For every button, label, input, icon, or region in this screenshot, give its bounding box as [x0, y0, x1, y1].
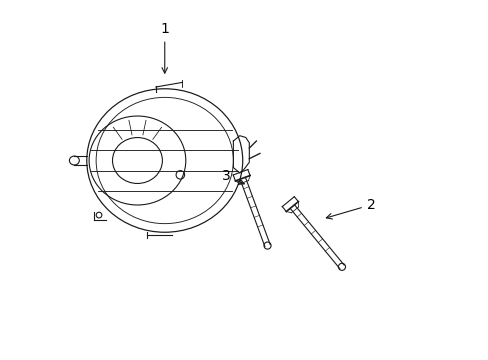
Text: 2: 2	[325, 198, 375, 219]
Text: 1: 1	[160, 22, 169, 73]
Text: 3: 3	[221, 170, 244, 184]
